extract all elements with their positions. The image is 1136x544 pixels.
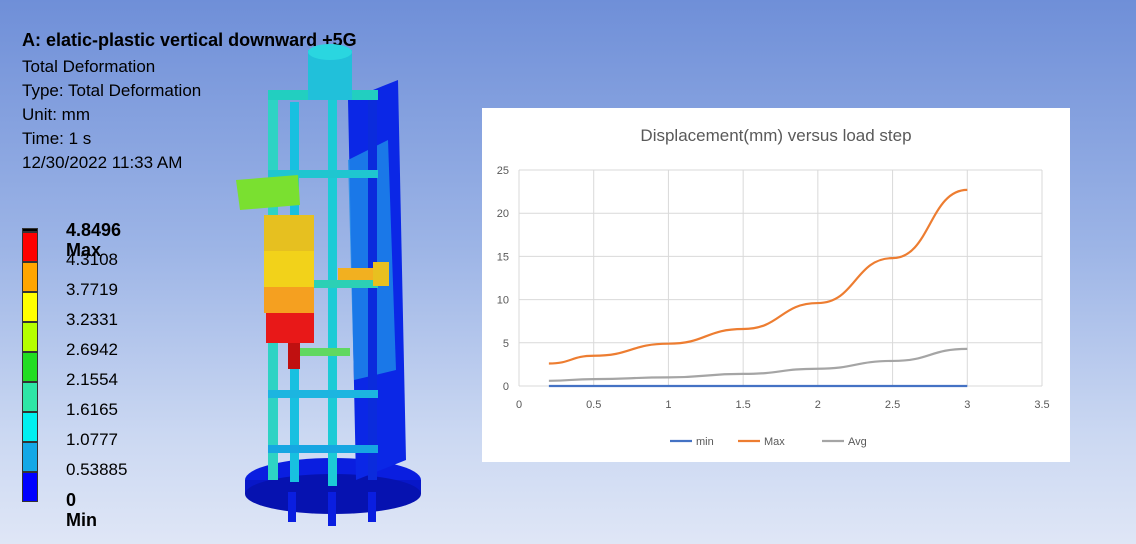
result-title: A: elatic-plastic vertical downward +5G — [22, 30, 357, 50]
result-line: Time: 1 s — [22, 129, 92, 148]
series-line-max — [548, 188, 968, 365]
x-tick-label: 1 — [665, 399, 671, 411]
y-tick-label: 15 — [497, 251, 509, 263]
x-tick-label: 1.5 — [735, 399, 750, 411]
legend-swatch — [22, 262, 38, 292]
lower-strut — [300, 348, 350, 356]
series-line-avg — [548, 347, 968, 382]
legend-swatch — [22, 442, 38, 472]
legend-label: 1.0777 — [66, 430, 118, 449]
legend-swatch — [22, 228, 38, 232]
legend-label: 3.2331 — [66, 310, 118, 329]
cross-beam — [268, 445, 378, 453]
y-tick-label: 20 — [497, 208, 509, 220]
model-viewport[interactable] — [228, 40, 428, 530]
legend-label: 2.6942 — [66, 340, 118, 359]
block-segment — [264, 251, 314, 287]
result-line: 12/30/2022 11:33 AM — [22, 153, 183, 172]
legend-label: 2.1554 — [66, 370, 118, 389]
bracket — [236, 175, 300, 210]
legend-swatch — [22, 382, 38, 412]
legend-label: 1.6165 — [66, 400, 118, 419]
legend-swatch — [22, 352, 38, 382]
base-leg — [328, 492, 336, 526]
legend-label-avg: Avg — [848, 436, 867, 448]
frame-post — [328, 96, 337, 486]
x-tick-label: 2.5 — [885, 399, 900, 411]
cross-beam — [268, 390, 378, 398]
side-arm — [338, 268, 378, 280]
legend-label: 0.53885 — [66, 460, 128, 479]
legend-label-min: min — [696, 436, 714, 448]
frame-post — [368, 100, 377, 480]
legend-swatch — [22, 292, 38, 322]
legend-max-label: 4.8496 Max — [66, 220, 122, 260]
y-tick-label: 25 — [497, 165, 509, 177]
legend-swatch — [22, 472, 38, 502]
result-line: Type: Total Deformation — [22, 81, 202, 100]
legend-label: 4.3108 — [66, 250, 118, 269]
x-tick-label: 3 — [964, 399, 970, 411]
x-tick-label: 0.5 — [586, 399, 601, 411]
cross-beam — [268, 170, 378, 178]
chart-title: Displacement(mm) versus load step — [640, 126, 912, 145]
block-segment — [264, 287, 314, 313]
block-segment — [264, 215, 314, 251]
x-tick-label: 2 — [815, 399, 821, 411]
block-segment — [266, 313, 314, 343]
result-line: Unit: mm — [22, 105, 90, 124]
result-line: Total Deformation — [22, 57, 156, 76]
legend-swatch — [22, 322, 38, 352]
block-stem — [288, 343, 300, 369]
chart-plot: 0 5 10 15 20 25 0 0.5 1 1.5 2 2.5 3 3.5 min Max Avg — [497, 165, 1050, 448]
x-tick-label: 0 — [516, 399, 522, 411]
y-tick-label: 10 — [497, 295, 509, 307]
x-tick-label: 3.5 — [1034, 399, 1049, 411]
y-tick-label: 0 — [503, 381, 509, 393]
side-arm-end — [373, 262, 389, 286]
legend-swatch — [22, 232, 38, 262]
base-leg — [368, 492, 376, 522]
y-tick-label: 5 — [503, 338, 509, 350]
top-cylinder-cap — [308, 44, 352, 60]
chart-panel[interactable]: Displacement(mm) versus load step 0 5 10 15… — [482, 108, 1070, 462]
base-leg — [288, 492, 296, 522]
legend-label: 3.7719 — [66, 280, 118, 299]
result-info: A: elatic-plastic vertical downward +5G … — [22, 30, 357, 175]
legend-min-label: 0 Min — [66, 490, 97, 530]
cross-beam — [268, 280, 378, 288]
legend-label-max: Max — [764, 436, 785, 448]
legend-swatch — [22, 412, 38, 442]
